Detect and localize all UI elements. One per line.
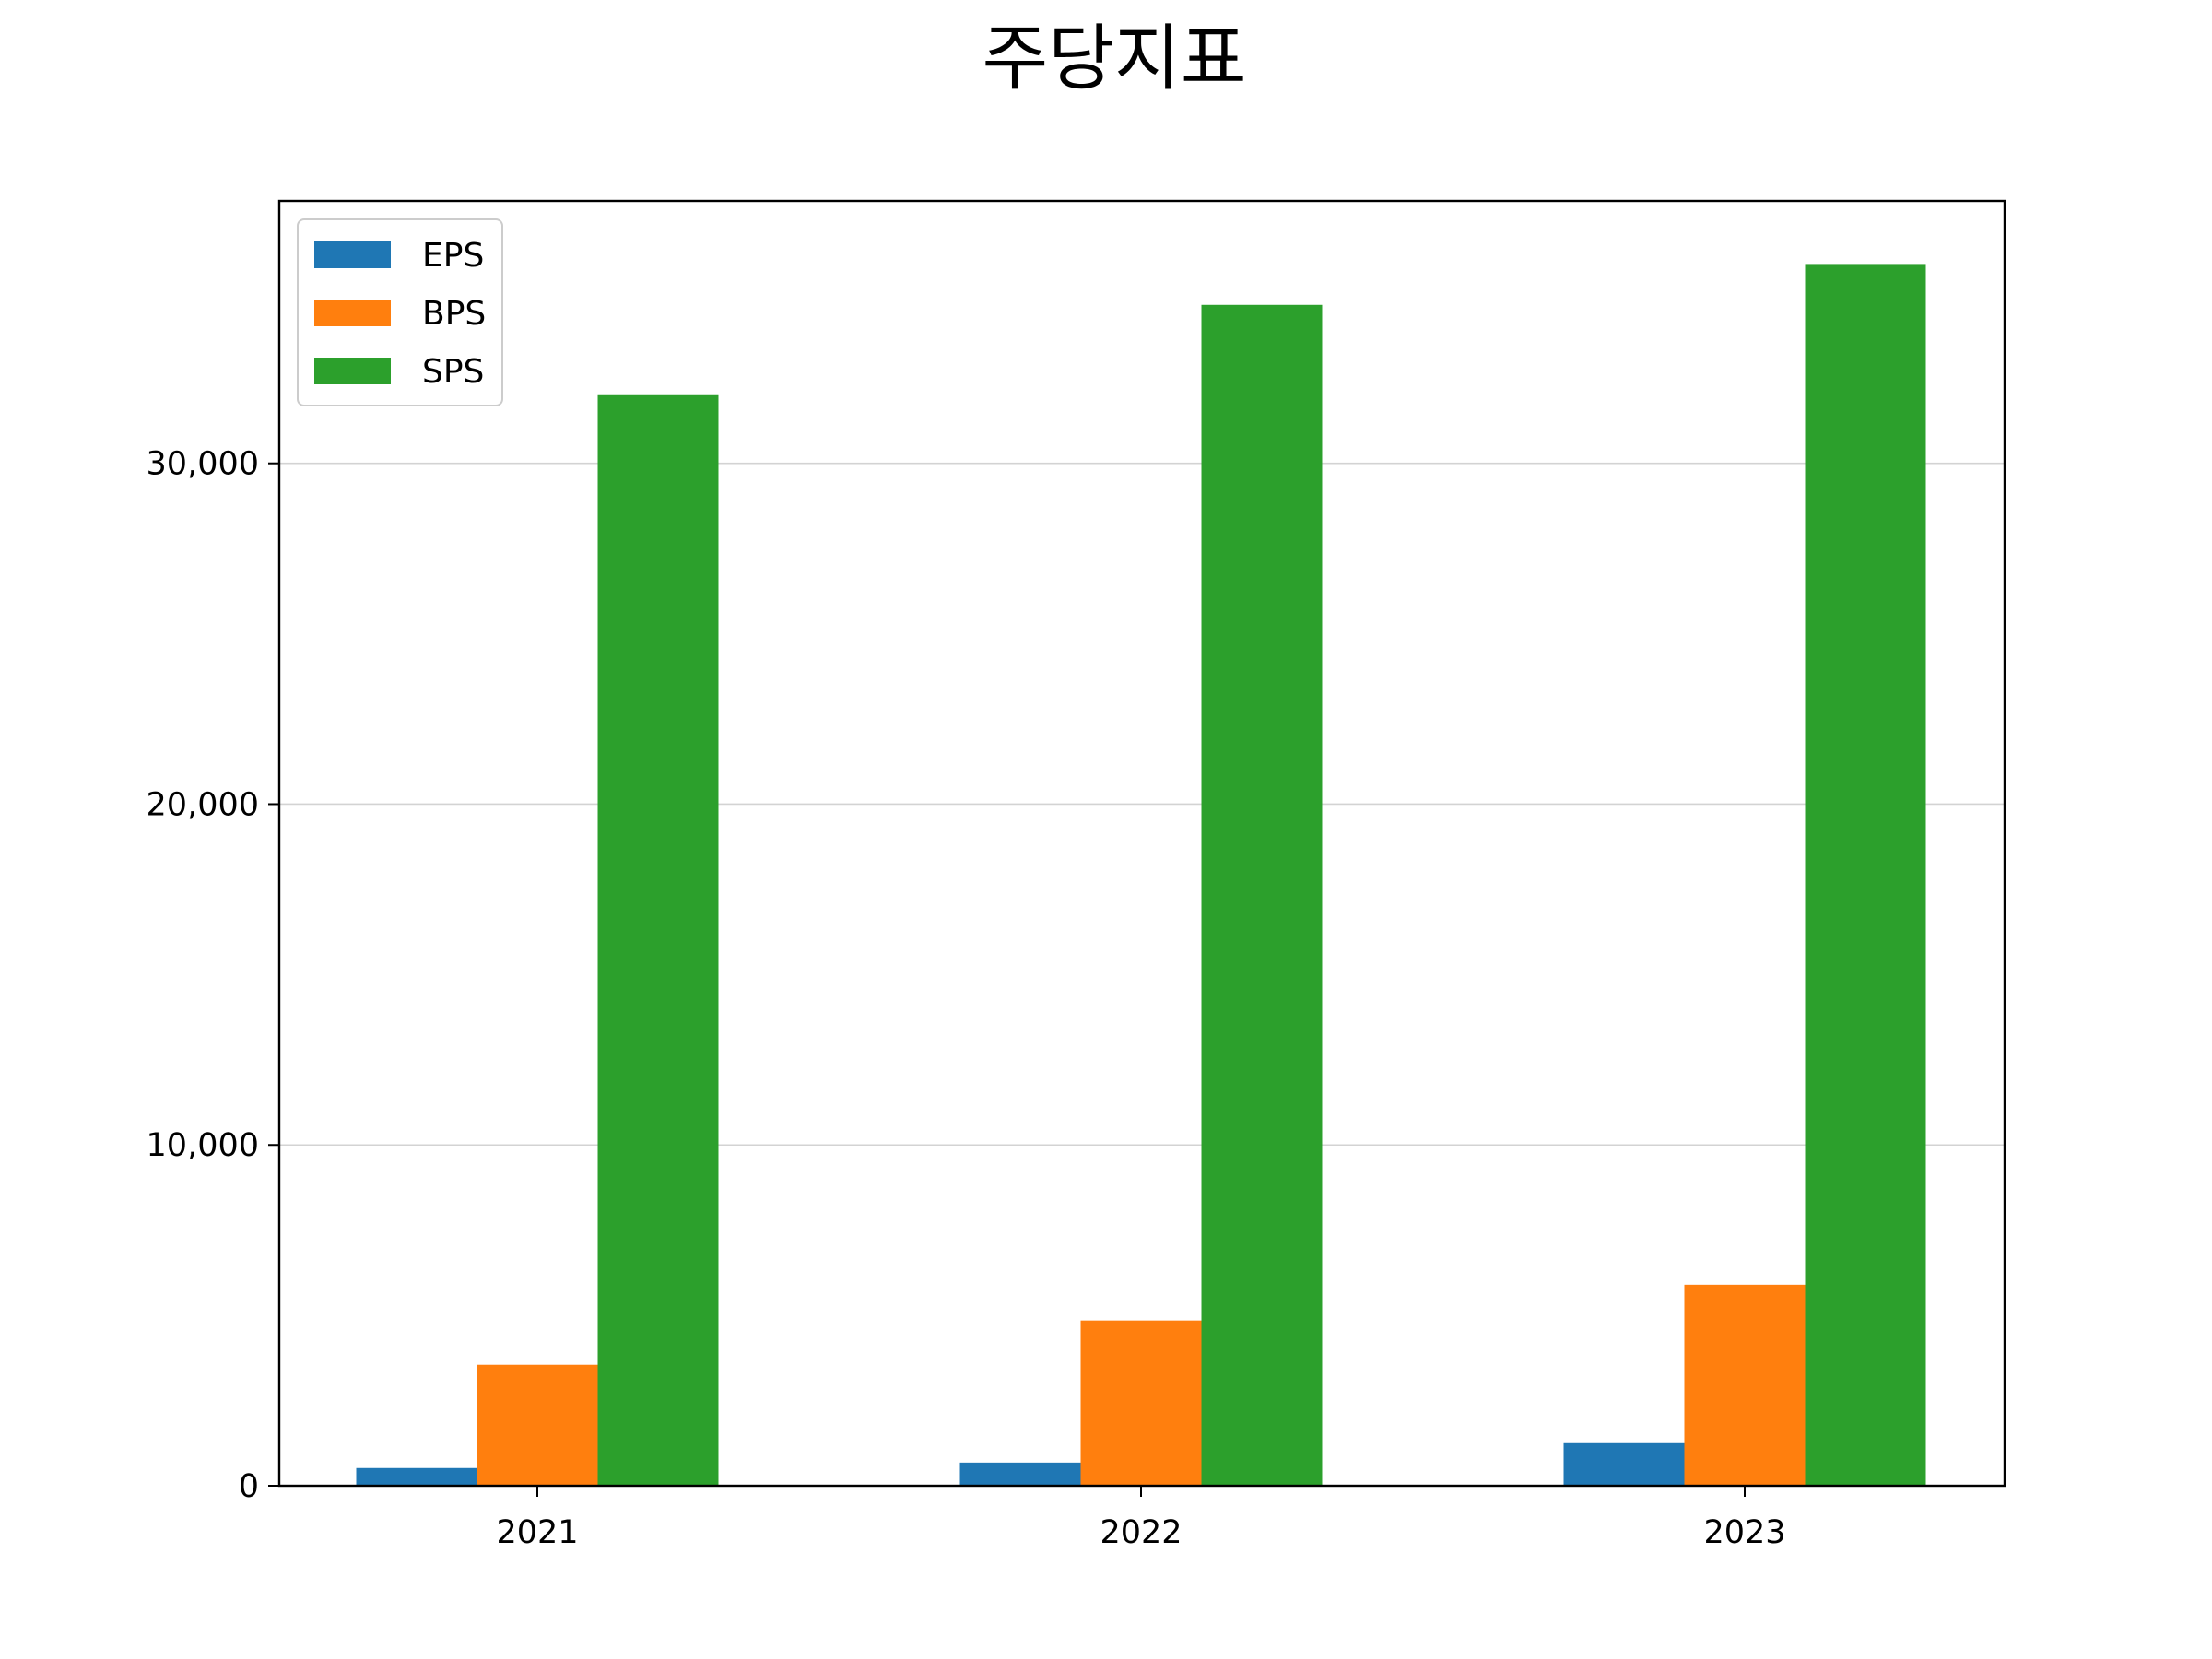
legend-swatch-bps bbox=[314, 300, 391, 326]
bar-eps-2022 bbox=[959, 1462, 1081, 1486]
bar-sps-2021 bbox=[597, 394, 719, 1486]
y-axis-ticks: 0 10,000 20,000 30,000 bbox=[147, 446, 279, 1505]
bar-bps-2023 bbox=[1684, 1284, 1806, 1486]
legend-swatch-sps bbox=[314, 358, 391, 384]
y-tick-label: 20,000 bbox=[147, 786, 259, 823]
bar-bps-2021 bbox=[477, 1364, 598, 1486]
y-tick-label: 10,000 bbox=[147, 1127, 259, 1164]
bar-sps-2023 bbox=[1805, 264, 1926, 1487]
bar-eps-2023 bbox=[1563, 1442, 1685, 1486]
bar-eps-2021 bbox=[356, 1467, 477, 1486]
x-axis-ticks: 2021 2022 2023 bbox=[496, 1486, 1786, 1551]
legend: EPS BPS SPS bbox=[297, 218, 503, 406]
x-tick-label: 2021 bbox=[496, 1514, 578, 1551]
bars bbox=[356, 264, 1926, 1487]
legend-label-sps: SPS bbox=[422, 353, 484, 391]
y-tick-label: 30,000 bbox=[147, 446, 259, 483]
x-tick-label: 2023 bbox=[1703, 1514, 1785, 1551]
legend-label-eps: EPS bbox=[422, 237, 484, 275]
x-tick-label: 2022 bbox=[1100, 1514, 1182, 1551]
chart-title: 주당지표 bbox=[982, 18, 1246, 100]
bar-sps-2022 bbox=[1201, 304, 1323, 1486]
gridlines bbox=[279, 462, 2005, 1147]
y-tick-label: 0 bbox=[239, 1468, 259, 1505]
legend-swatch-eps bbox=[314, 241, 391, 268]
bar-bps-2022 bbox=[1080, 1320, 1202, 1486]
legend-label-bps: BPS bbox=[422, 295, 486, 333]
